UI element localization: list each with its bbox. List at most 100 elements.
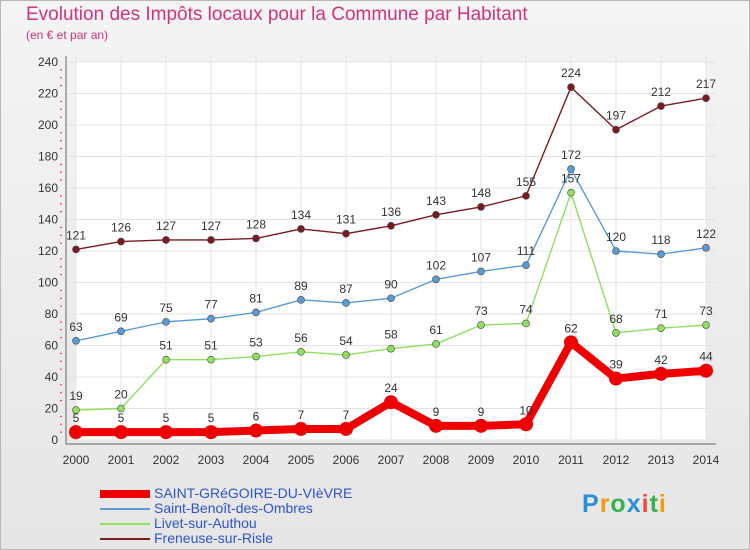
logo-letter: P: [582, 490, 600, 518]
data-point: [567, 188, 575, 197]
data-point: [117, 404, 125, 413]
data-point: [387, 294, 395, 303]
data-point: [342, 351, 350, 359]
data-point: [702, 321, 710, 329]
data-point: [432, 275, 440, 284]
data-label: 53: [249, 336, 263, 350]
y-tick-label: 240: [38, 55, 58, 69]
data-label: 6: [253, 410, 260, 424]
data-label: 68: [609, 312, 623, 326]
y-tick-label: 200: [38, 118, 58, 132]
legend-label: Freneuse-sur-Risle: [154, 530, 274, 546]
data-label: 74: [519, 302, 533, 316]
y-tick-label: 60: [45, 339, 59, 353]
data-label: 7: [343, 408, 350, 422]
data-label: 39: [609, 358, 623, 372]
data-point: [387, 344, 395, 353]
x-tick-label: 2008: [423, 453, 450, 467]
data-label: 63: [69, 320, 83, 334]
data-point: [114, 425, 128, 440]
data-label: 90: [384, 277, 398, 291]
data-point: [477, 203, 485, 211]
data-point: [474, 418, 488, 433]
data-label: 217: [696, 77, 716, 91]
data-label: 118: [651, 233, 670, 247]
data-label: 62: [564, 321, 578, 335]
data-point: [297, 347, 305, 356]
y-tick-label: 20: [45, 402, 59, 416]
data-point: [702, 244, 710, 252]
x-tick-label: 2010: [513, 453, 540, 467]
data-label: 5: [118, 411, 125, 425]
data-label: 44: [699, 350, 713, 364]
data-label: 69: [114, 310, 128, 324]
data-label: 212: [651, 85, 671, 99]
data-point: [72, 406, 80, 414]
data-label: 19: [69, 389, 83, 403]
data-point: [432, 210, 440, 219]
data-label: 128: [246, 217, 266, 231]
data-label: 172: [561, 148, 581, 162]
data-label: 197: [606, 109, 626, 123]
data-point: [249, 423, 263, 438]
data-point: [339, 421, 353, 436]
data-point: [612, 125, 620, 134]
logo-letter: i: [641, 490, 650, 518]
data-label: 157: [561, 172, 581, 186]
data-point: [207, 236, 215, 244]
x-tick-label: 2005: [288, 453, 315, 467]
legend-label: Livet-sur-Authou: [154, 515, 257, 531]
legend-swatch: [100, 538, 150, 540]
data-point: [204, 425, 218, 440]
x-tick-label: 2014: [693, 453, 720, 467]
logo-letter: x: [626, 490, 642, 518]
x-tick-label: 2009: [468, 453, 495, 467]
data-label: 54: [339, 334, 353, 348]
data-point: [342, 229, 350, 238]
data-point: [162, 355, 170, 364]
data-label: 89: [294, 279, 308, 293]
x-tick-label: 2011: [558, 453, 584, 467]
data-label: 107: [471, 250, 491, 264]
data-label: 5: [73, 411, 80, 425]
x-tick-label: 2004: [243, 453, 270, 467]
x-tick-label: 2000: [63, 453, 90, 467]
data-point: [252, 234, 260, 243]
chart-subtitle: (en € et par an): [26, 28, 109, 42]
data-label: 148: [471, 186, 491, 200]
data-label: 87: [339, 282, 353, 296]
data-point: [609, 371, 623, 386]
data-label: 122: [696, 227, 716, 241]
data-point: [657, 102, 665, 110]
data-label: 126: [111, 221, 131, 235]
x-tick-label: 2013: [648, 453, 675, 467]
y-tick-label: 120: [38, 244, 58, 258]
logo-letter: r: [599, 490, 611, 518]
data-label: 61: [429, 323, 443, 337]
x-tick-label: 2002: [153, 453, 180, 467]
data-point: [72, 336, 80, 345]
logo-letter: i: [658, 490, 667, 518]
y-tick-label: 140: [38, 213, 58, 227]
data-label: 77: [204, 298, 218, 312]
data-point: [612, 329, 620, 337]
x-tick-label: 2006: [333, 453, 360, 467]
x-tick-label: 2001: [108, 453, 135, 467]
data-label: 136: [381, 205, 401, 219]
data-point: [207, 355, 215, 364]
data-label: 7: [298, 408, 305, 422]
y-tick-label: 180: [38, 150, 58, 164]
data-label: 42: [654, 353, 668, 367]
y-tick-label: 220: [38, 87, 58, 101]
x-tick-label: 2007: [378, 453, 405, 467]
data-point: [612, 247, 620, 255]
data-label: 134: [291, 208, 311, 222]
data-label: 127: [156, 219, 176, 233]
data-point: [342, 299, 350, 307]
legend-swatch: [100, 508, 150, 510]
data-point: [522, 319, 530, 328]
data-point: [567, 83, 575, 91]
data-label: 20: [114, 388, 128, 402]
data-point: [519, 417, 533, 432]
